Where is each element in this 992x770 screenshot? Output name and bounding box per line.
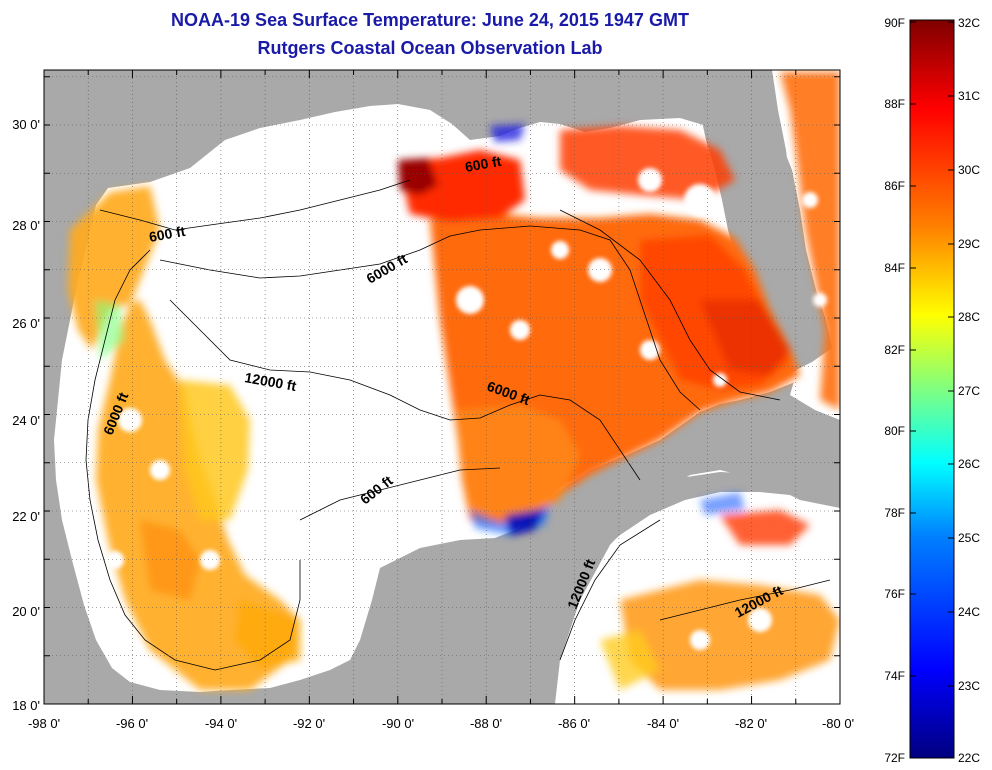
colorbar-c-label: 30C [958,163,980,177]
colorbar-f-label: 84F [884,261,905,275]
colorbar-f-label: 78F [884,506,905,520]
colorbar-ramp [909,19,955,759]
lat-tick-label: 18 0' [12,698,40,713]
contour-6000ft-west [85,249,301,671]
colorbar-c-label: 28C [958,310,980,324]
colorbar-c-label: 23C [958,679,980,693]
axis-ticks [43,70,841,704]
colorbar: 90F 88F 86F 84F 82F 80F 78F 76F 74F 72F … [884,16,980,765]
colorbar-f-label: 74F [884,669,905,683]
colorbar-c-label: 31C [958,89,980,103]
lon-tick-label: -94 0' [205,716,237,731]
lat-tick-label: 22 0' [12,509,40,524]
colorbar-f-label: 72F [884,751,905,765]
sst-field [68,72,840,690]
lon-tick-label: -84 0' [647,716,679,731]
lat-tick-label: 26 0' [12,316,40,331]
contour-600ft-west [99,179,411,231]
lon-tick-label: -88 0' [470,716,502,731]
map-title: NOAA-19 Sea Surface Temperature: June 24… [171,10,689,30]
contour-12000ft-carib2 [659,579,831,621]
lat-tick-label: 24 0' [12,413,40,428]
colorbar-c-label: 25C [958,531,980,545]
colorbar-celsius-labels: 32C 31C 30C 29C 28C 27C 26C 25C 24C 23C … [958,16,980,765]
lat-tick-label: 28 0' [12,218,40,233]
florida-land [700,108,832,372]
colorbar-c-label: 22C [958,751,980,765]
contour-600ft-yucatan [299,467,501,521]
lon-tick-label: -80 0' [822,716,854,731]
cuba-land [558,472,840,580]
colorbar-ticks [910,21,954,759]
lat-tick-label: 20 0' [12,604,40,619]
contour-600ft-florida [559,209,781,401]
map-subtitle: Rutgers Coastal Ocean Observation Lab [257,38,603,58]
lon-tick-label: -92 0' [293,716,325,731]
colorbar-f-label: 80F [884,424,905,438]
colorbar-fahrenheit-labels: 90F 88F 86F 84F 82F 80F 78F 76F 74F 72F [884,16,905,765]
bathymetry-contours [85,179,831,671]
lon-tick-label: -96 0' [116,716,148,731]
colorbar-c-label: 27C [958,384,980,398]
lon-tick-label: -86 0' [558,716,590,731]
colorbar-c-label: 32C [958,16,980,30]
lon-axis: -98 0' -96 0' -94 0' -92 0' -90 0' -88 0… [28,716,854,731]
colorbar-f-label: 90F [884,16,905,30]
lon-tick-label: -82 0' [735,716,767,731]
map-canvas: 600 ft 600 ft 6000 ft 12000 ft 6000 ft 6… [44,70,840,704]
colorbar-f-label: 88F [884,97,905,111]
graticule [44,70,840,704]
lon-tick-label: -90 0' [382,716,414,731]
contour-label-600-north: 600 ft [464,153,503,175]
contour-12000ft [169,299,641,481]
colorbar-f-label: 82F [884,343,905,357]
contour-6000ft-north [159,225,701,411]
contour-label-600-west: 600 ft [148,223,187,245]
lat-axis: 30 0' 28 0' 26 0' 24 0' 22 0' 20 0' 18 0… [12,117,40,713]
colorbar-f-label: 76F [884,587,905,601]
lat-tick-label: 30 0' [12,117,40,132]
contour-12000ft-carib [559,519,661,661]
colorbar-f-label: 86F [884,179,905,193]
colorbar-c-label: 24C [958,605,980,619]
cloud-speckles [106,168,827,650]
colorbar-c-label: 26C [958,457,980,471]
colorbar-c-label: 29C [958,237,980,251]
lon-tick-label: -98 0' [28,716,60,731]
